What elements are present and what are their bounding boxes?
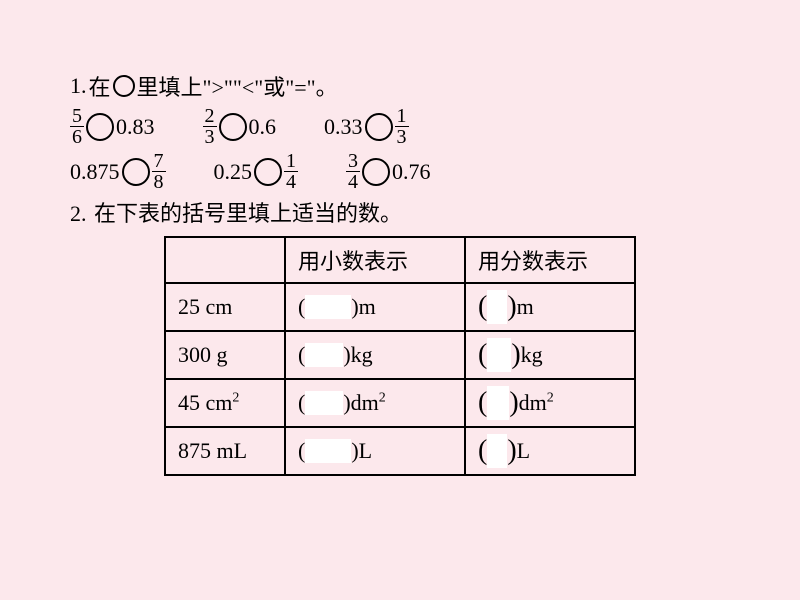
fraction-denominator: 3 xyxy=(395,127,409,147)
fraction-numerator: 1 xyxy=(284,151,298,172)
fraction-denominator: 4 xyxy=(284,172,298,192)
fraction: 1 3 xyxy=(395,106,409,147)
header-fraction: 用分数表示 xyxy=(465,237,635,283)
fraction-numerator: 3 xyxy=(346,151,360,172)
comp-item: 2 3 0.6 xyxy=(203,106,277,147)
comp-item: 0.25 1 4 xyxy=(214,151,299,192)
fraction-denominator: 8 xyxy=(152,172,166,192)
decimal-cell: ()dm2 xyxy=(285,379,465,427)
header-decimal: 用小数表示 xyxy=(285,237,465,283)
answer-circle[interactable] xyxy=(122,158,150,186)
answer-blank[interactable] xyxy=(487,434,507,468)
table-row: 45 cm2 ()dm2 ()dm2 xyxy=(165,379,635,427)
fraction-cell: ()L xyxy=(465,427,635,475)
fraction-cell: ()m xyxy=(465,283,635,331)
unit: L xyxy=(359,438,372,464)
q1-prompt-line: 1. 在 里填上">""<"或"="。 xyxy=(70,70,730,102)
decimal-value: 0.6 xyxy=(249,114,277,140)
row-label: 875 mL xyxy=(165,427,285,475)
q1-row1: 5 6 0.83 2 3 0.6 0.33 1 3 xyxy=(70,106,730,147)
q1-prompt-part1: 在 xyxy=(89,70,111,102)
fraction-denominator: 4 xyxy=(346,172,360,192)
fraction: 2 3 xyxy=(203,106,217,147)
comp-item: 0.33 1 3 xyxy=(324,106,409,147)
answer-circle[interactable] xyxy=(219,113,247,141)
row-label: 300 g xyxy=(165,331,285,379)
answer-blank[interactable] xyxy=(487,290,507,324)
fraction-numerator: 7 xyxy=(152,151,166,172)
answer-circle[interactable] xyxy=(254,158,282,186)
q1-prompt-part2: 里填上">""<"或"="。 xyxy=(137,70,338,102)
answer-circle[interactable] xyxy=(86,113,114,141)
fraction-numerator: 2 xyxy=(203,106,217,127)
q1-row2: 0.875 7 8 0.25 1 4 3 4 0.76 xyxy=(70,151,730,192)
q2-prompt-line: 2. 在下表的括号里填上适当的数。 xyxy=(70,196,730,228)
answer-circle[interactable] xyxy=(362,158,390,186)
decimal-cell: ()L xyxy=(285,427,465,475)
table-row: 875 mL ()L ()L xyxy=(165,427,635,475)
decimal-value: 0.33 xyxy=(324,114,363,140)
answer-circle[interactable] xyxy=(365,113,393,141)
fraction-cell: ()kg xyxy=(465,331,635,379)
fraction: 3 4 xyxy=(346,151,360,192)
answer-blank[interactable] xyxy=(305,439,351,463)
decimal-value: 0.76 xyxy=(392,159,431,185)
q1-number: 1. xyxy=(70,73,87,99)
fraction-denominator: 6 xyxy=(70,127,84,147)
q2-prompt: 在下表的括号里填上适当的数。 xyxy=(94,201,402,226)
answer-blank[interactable] xyxy=(487,386,509,420)
comp-item: 0.875 7 8 xyxy=(70,151,166,192)
answer-blank[interactable] xyxy=(305,391,343,415)
unit: L xyxy=(517,438,530,464)
answer-blank[interactable] xyxy=(305,343,343,367)
comp-item: 5 6 0.83 xyxy=(70,106,155,147)
fraction-denominator: 3 xyxy=(203,127,217,147)
header-empty xyxy=(165,237,285,283)
fraction: 7 8 xyxy=(152,151,166,192)
decimal-value: 0.875 xyxy=(70,159,120,185)
row-label: 45 cm2 xyxy=(165,379,285,427)
fraction-numerator: 5 xyxy=(70,106,84,127)
table-row: 300 g ()kg ()kg xyxy=(165,331,635,379)
table-row: 25 cm ()m ()m xyxy=(165,283,635,331)
unit: kg xyxy=(351,342,373,368)
circle-icon xyxy=(113,75,135,97)
row-label: 25 cm xyxy=(165,283,285,331)
fraction: 1 4 xyxy=(284,151,298,192)
answer-blank[interactable] xyxy=(487,338,511,372)
fraction-numerator: 1 xyxy=(395,106,409,127)
unit: dm2 xyxy=(519,390,554,416)
unit: m xyxy=(517,294,534,320)
fraction: 5 6 xyxy=(70,106,84,147)
fraction-cell: ()dm2 xyxy=(465,379,635,427)
decimal-cell: ()kg xyxy=(285,331,465,379)
answer-blank[interactable] xyxy=(305,295,351,319)
decimal-value: 0.25 xyxy=(214,159,253,185)
unit: dm2 xyxy=(351,390,386,416)
decimal-cell: ()m xyxy=(285,283,465,331)
unit: m xyxy=(359,294,376,320)
comp-item: 3 4 0.76 xyxy=(346,151,431,192)
q2-number: 2. xyxy=(70,201,87,226)
table-header-row: 用小数表示 用分数表示 xyxy=(165,237,635,283)
decimal-value: 0.83 xyxy=(116,114,155,140)
unit: kg xyxy=(521,342,543,368)
conversion-table: 用小数表示 用分数表示 25 cm ()m ()m 300 g ()kg ()k… xyxy=(164,236,636,476)
